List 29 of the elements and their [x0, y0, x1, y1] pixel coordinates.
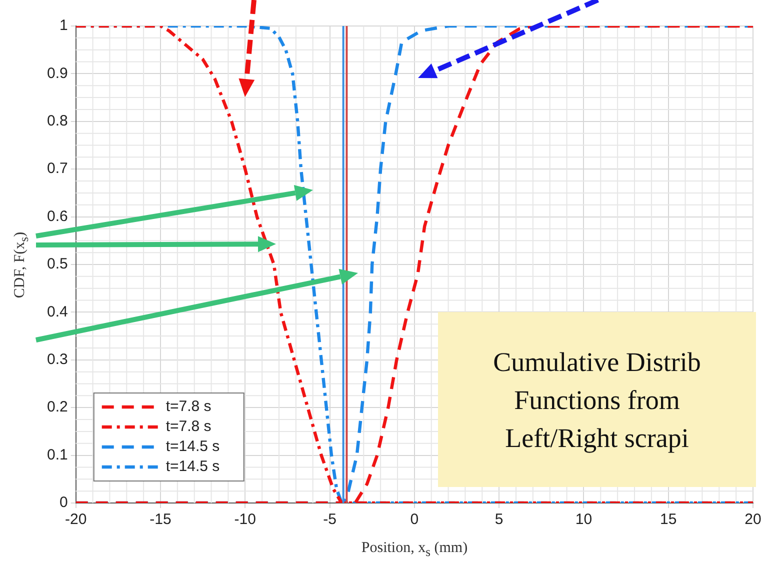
x-tick-label: -20	[65, 511, 87, 528]
y-tick-label: 0.9	[46, 64, 68, 82]
y-tick-label: 0.7	[46, 160, 68, 178]
y-tick-label: 0.5	[46, 256, 68, 273]
annotation: Functions from	[514, 384, 680, 416]
legend-label: t=14.5 s	[166, 458, 220, 476]
x-tick-label: -10	[234, 511, 256, 528]
annotation: Left/Right scrapi	[505, 422, 689, 455]
y-tick-label: 0.2	[46, 398, 68, 416]
x-tick-label: 15	[660, 511, 677, 528]
text-box: Cumulative Distrib Functions from Left/Right scrapi	[438, 312, 756, 487]
y-tick-label: 0.6	[46, 208, 68, 225]
x-tick-label: 10	[575, 511, 592, 528]
x-tick-label: -5	[323, 511, 336, 528]
y-tick-label: 0.1	[46, 446, 68, 464]
x-axis-title: Position, x$_{s}$ (mm)	[361, 540, 468, 560]
y-tick-label: 0.8	[46, 112, 68, 130]
annotation: Cumulative Distrib	[493, 346, 701, 378]
x-tick-label: 5	[494, 511, 504, 528]
y-tick-label: 0.3	[46, 351, 68, 368]
legend-label: t=14.5 s	[166, 438, 220, 456]
x-tick-label: 20	[744, 511, 762, 528]
y-tick-label: 0.4	[46, 303, 68, 320]
y-tick-label: 0	[60, 494, 68, 512]
x-tick-label: 0	[410, 511, 419, 528]
legend-label: t=7.8 s	[166, 398, 212, 416]
x-tick-label: -15	[150, 511, 172, 528]
legend-label: t=7.8 s	[166, 418, 212, 436]
y-tick-label: 1	[60, 17, 68, 34]
